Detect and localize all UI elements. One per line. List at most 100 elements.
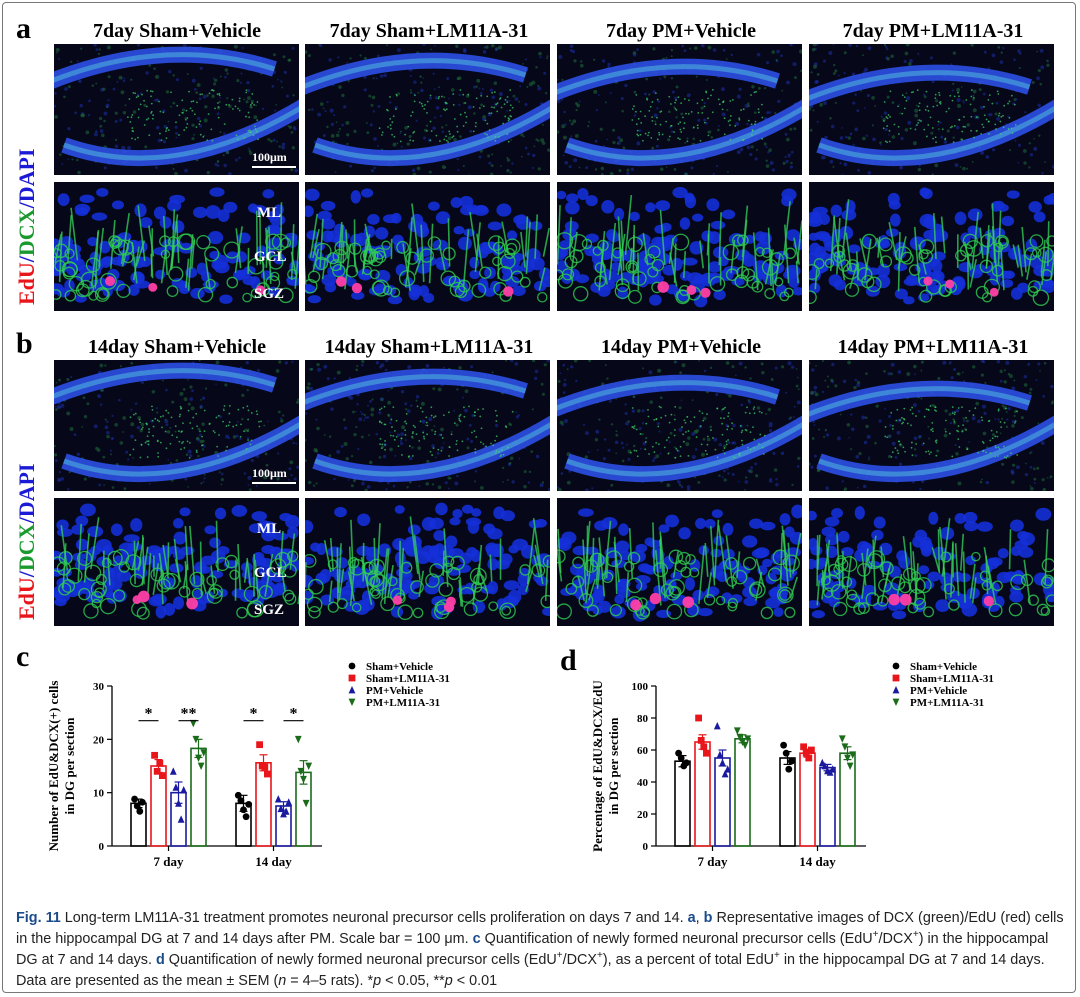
y-axis-label: Number of EdU&DCX(+) cells <box>46 681 61 852</box>
y-axis-label: Percentage of EdU&DCX/EdU <box>590 680 605 852</box>
micrograph-zoom <box>305 182 550 311</box>
data-point <box>892 674 900 682</box>
data-point <box>788 757 795 765</box>
y-tick-label: 10 <box>93 788 105 800</box>
data-point <box>300 775 307 784</box>
y-tick-label: 40 <box>637 777 649 789</box>
data-point <box>348 674 356 682</box>
data-point <box>736 733 744 742</box>
layer-label-sgz: SGZ <box>254 286 285 302</box>
data-point <box>695 714 702 722</box>
data-point <box>169 767 177 775</box>
data-point <box>716 750 724 759</box>
data-point <box>192 735 200 744</box>
caption-text: Representative images of DCX (green)/EdU… <box>16 910 1064 947</box>
caption-text: , <box>695 910 704 926</box>
caption-text: + <box>596 950 603 962</box>
caption-text: a <box>687 910 696 926</box>
caption-text: c <box>472 931 481 947</box>
micrograph-zoom <box>54 498 299 626</box>
data-point <box>741 741 749 750</box>
data-point <box>151 751 158 759</box>
micrograph-overview <box>809 360 1054 491</box>
stain-dapi: DAPI <box>14 463 39 518</box>
stain-label-a: EdU/DCX/DAPI <box>14 149 40 306</box>
data-point <box>264 770 271 778</box>
stain-sep: / <box>14 256 39 263</box>
figure-caption: Fig. 11 Long-term LM11A-31 treatment pro… <box>16 908 1064 992</box>
y-tick-label: 30 <box>93 681 105 693</box>
data-point <box>242 813 250 821</box>
caption-text: ), as a percent of total EdU <box>602 952 774 968</box>
stain-dcx: DCX <box>14 523 39 572</box>
data-point <box>195 754 202 762</box>
micrograph-overview <box>305 360 550 491</box>
stain-sep: / <box>14 571 39 578</box>
data-point <box>719 758 726 767</box>
legend-label: Sham+LM11A-31 <box>910 673 994 685</box>
panel-letter-b: b <box>16 327 33 360</box>
caption-text: d <box>156 952 165 968</box>
data-point <box>180 786 188 794</box>
scale-bar-label: 100μm <box>252 150 287 164</box>
micrograph-overview <box>557 44 802 175</box>
y-tick-label: 100 <box>632 681 649 693</box>
data-point <box>282 807 290 815</box>
micrograph-overview <box>54 360 299 491</box>
data-point <box>200 749 208 757</box>
layer-label-sgz: SGZ <box>254 602 285 618</box>
stain-label-b: EdU/DCX/DAPI <box>14 464 40 621</box>
title-b-4: 14day PM+LM11A-31 <box>837 336 1029 358</box>
data-point <box>274 795 282 803</box>
data-point <box>844 754 851 762</box>
legend-label: PM+LM11A-31 <box>366 697 440 709</box>
layer-label-ml: ML <box>257 521 282 537</box>
data-point <box>189 719 197 728</box>
data-point <box>297 767 305 776</box>
data-point <box>785 765 793 773</box>
data-point <box>892 698 900 706</box>
data-point <box>285 798 293 806</box>
caption-text: = 4–5 rats). * <box>286 973 374 989</box>
data-point <box>348 662 356 670</box>
data-point <box>821 762 829 770</box>
caption-text: /DCX <box>562 952 597 968</box>
micrograph-zoom <box>557 498 802 626</box>
data-point <box>677 754 685 762</box>
title-a-1: 7day Sham+Vehicle <box>93 20 261 42</box>
legend-label: Sham+Vehicle <box>910 661 977 673</box>
data-point <box>733 727 741 735</box>
data-point <box>197 762 205 770</box>
micrograph-zoom <box>809 498 1054 626</box>
caption-text: in the hippocampal DG at 7 and 14 days. … <box>16 952 1045 989</box>
layer-label-ml: ML <box>257 205 282 221</box>
bar <box>799 752 816 847</box>
panel-letter-a: a <box>16 12 31 45</box>
data-point <box>302 799 310 808</box>
caption-text: < 0.05, ** <box>381 973 445 989</box>
significance-mark: * <box>250 706 258 723</box>
data-point <box>156 759 164 767</box>
data-point <box>697 737 705 744</box>
bar <box>694 741 711 847</box>
layer-label-gcl: GCL <box>254 565 287 581</box>
caption-text: ) in the hippocampal DG at 7 and 14 days… <box>16 931 1049 968</box>
data-point <box>724 765 732 773</box>
caption-text: + <box>872 929 879 941</box>
scale-bar <box>252 166 296 168</box>
data-point <box>175 799 182 807</box>
layer-label-gcl: GCL <box>254 249 287 265</box>
bar <box>674 760 691 847</box>
stain-dcx: DCX <box>14 208 39 257</box>
title-b-3: 14day PM+Vehicle <box>600 336 762 358</box>
data-point <box>703 749 710 757</box>
data-point <box>305 762 313 770</box>
data-point <box>683 759 690 767</box>
data-point <box>805 754 813 762</box>
micrograph-overview <box>305 44 550 175</box>
caption-text: n <box>278 973 287 989</box>
data-point <box>744 735 752 743</box>
data-point <box>800 743 807 751</box>
y-tick-label: 80 <box>637 713 649 725</box>
micrograph-zoom <box>305 498 550 626</box>
